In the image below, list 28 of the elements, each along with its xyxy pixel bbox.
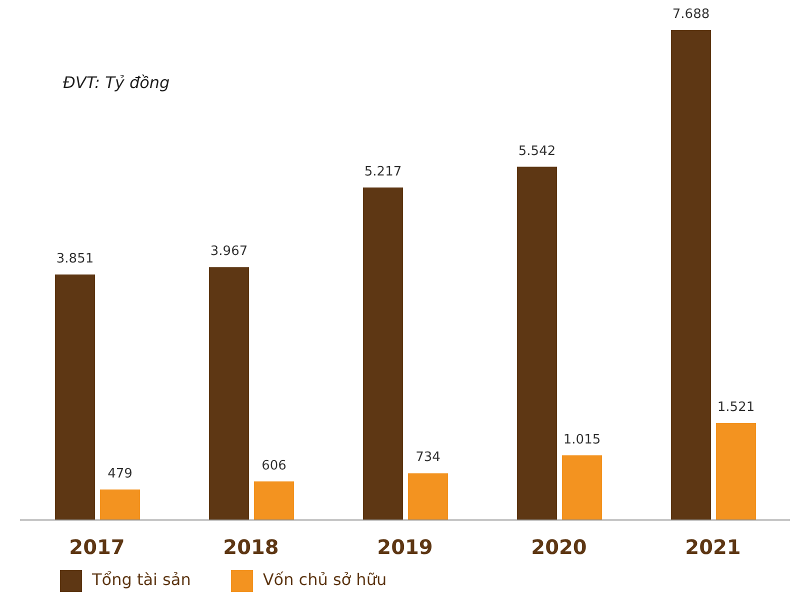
- legend-label: Vốn chủ sở hữu: [262, 570, 387, 590]
- data-label: 479: [108, 466, 132, 482]
- legend-label: Tổng tài sản: [92, 570, 191, 590]
- bar: [100, 489, 140, 520]
- bar: [254, 481, 294, 520]
- data-label: 3.851: [56, 252, 94, 267]
- x-tick-label: 2018: [223, 535, 279, 560]
- data-label: 1.015: [563, 432, 601, 448]
- bar: [363, 187, 403, 520]
- data-label: 3.967: [210, 244, 248, 260]
- bar: [517, 166, 557, 520]
- bar: [408, 473, 448, 520]
- bar: [55, 274, 95, 520]
- data-label: 5.542: [518, 144, 556, 159]
- data-label: 606: [262, 458, 286, 474]
- x-tick-label: 2020: [531, 535, 587, 560]
- bar: [716, 423, 756, 520]
- bar: [671, 30, 711, 520]
- data-label: 7.688: [672, 7, 710, 22]
- annotation: ĐVT: Tỷ đồng: [63, 73, 170, 92]
- x-tick-label: 2017: [69, 535, 125, 560]
- bar: [562, 455, 602, 520]
- data-label: 1.521: [717, 400, 755, 416]
- x-tick-label: 2019: [377, 535, 433, 560]
- data-label: 734: [416, 450, 440, 466]
- bar: [209, 267, 249, 520]
- x-tick-label: 2021: [685, 535, 741, 560]
- data-label: 5.217: [364, 164, 402, 180]
